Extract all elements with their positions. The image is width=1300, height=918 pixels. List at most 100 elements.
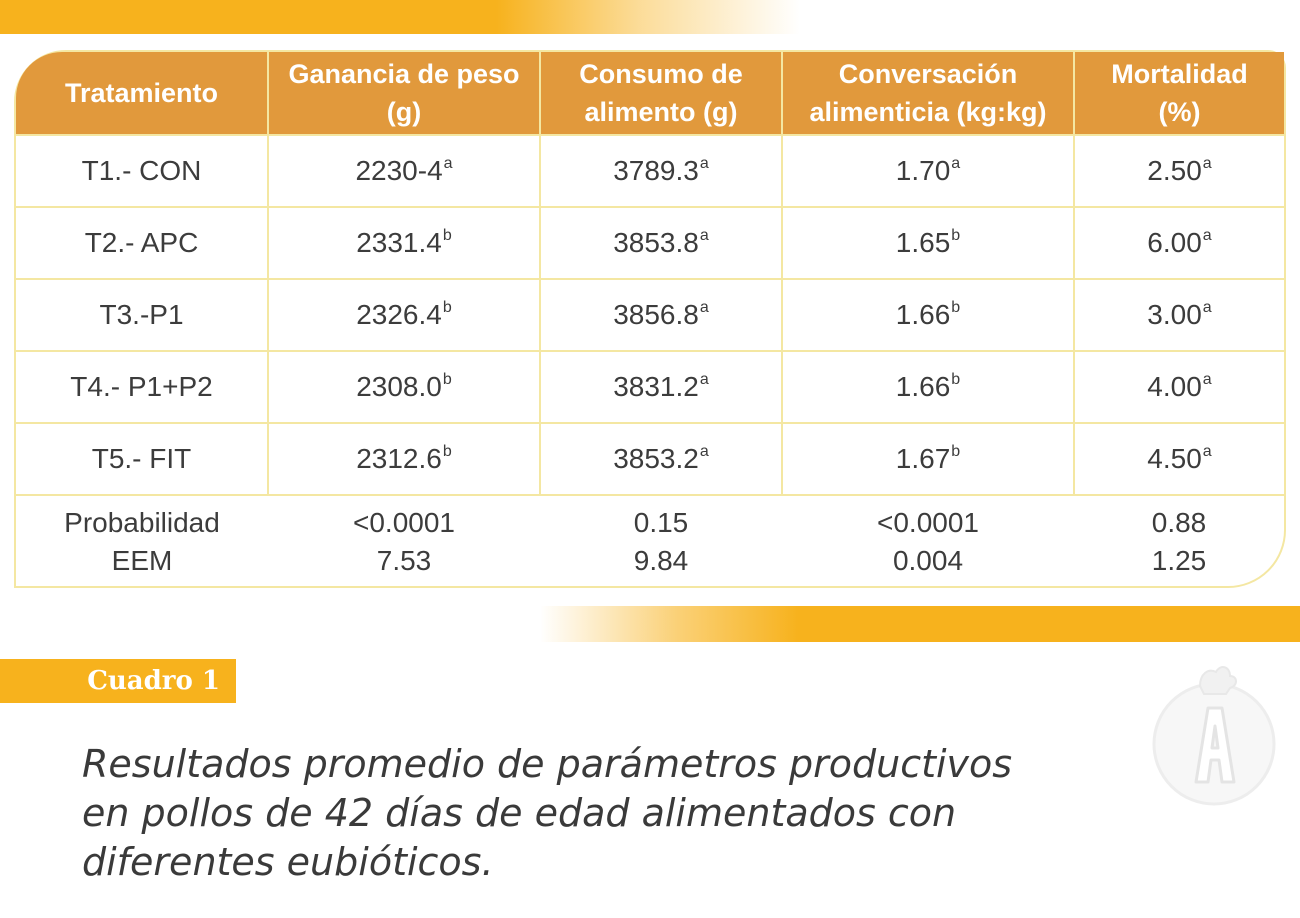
conversion-superscript: b [951, 299, 961, 316]
conversion-value: 1.65 [895, 227, 951, 258]
intake-value: 3853.2 [613, 443, 699, 474]
gain-superscript: b [442, 227, 452, 244]
table-row: T2.- APC 2331.4b 3853.8a 1.65b 6.00a [16, 207, 1284, 280]
mortality-cell: 4.50a [1074, 423, 1284, 496]
mortality-superscript: a [1202, 443, 1212, 460]
conversion-cell: 1.67b [782, 423, 1075, 496]
intake-cell: 3853.8a [540, 207, 783, 280]
mortality-superscript: a [1202, 227, 1212, 244]
conversion-value: 1.66 [895, 371, 951, 402]
header-weight-gain: Ganancia de peso (g) [268, 52, 541, 136]
conversion-superscript: b [951, 371, 961, 388]
mortality-probability: 0.88 [1151, 507, 1207, 538]
table-row: T3.-P1 2326.4b 3856.8a 1.66b 3.00a [16, 279, 1284, 352]
top-accent-stripe [0, 0, 800, 34]
header-mortality-line2: (%) [1158, 97, 1201, 127]
conversion-cell: 1.66b [782, 279, 1075, 352]
mortality-value: 6.00 [1147, 227, 1202, 258]
treatment-cell: T1.- CON [16, 135, 269, 208]
mortality-value: 4.50 [1147, 443, 1202, 474]
probability-label: Probabilidad [64, 507, 220, 538]
mortality-eem: 1.25 [1151, 545, 1207, 576]
conversion-eem: 0.004 [892, 545, 964, 576]
mortality-cell: 4.00a [1074, 351, 1284, 424]
header-feed-conversion-line2: alimenticia (kg:kg) [809, 97, 1047, 127]
intake-value: 3853.8 [613, 227, 699, 258]
intake-stats-cell: 0.15 9.84 [540, 495, 782, 588]
header-feed-intake: Consumo de alimento (g) [540, 52, 783, 136]
gain-cell: 2308.0b [268, 351, 541, 424]
intake-cell: 3853.2a [540, 423, 783, 496]
gain-superscript: b [442, 371, 452, 388]
conversion-value: 1.67 [895, 443, 951, 474]
mortality-value: 2.50 [1147, 155, 1202, 186]
treatment-cell: T4.- P1+P2 [16, 351, 269, 424]
header-feed-conversion-line1: Conversación [838, 59, 1018, 89]
intake-superscript: a [699, 299, 709, 316]
gain-value: 2230-4 [355, 155, 443, 186]
header-mortality: Mortalidad (%) [1074, 52, 1284, 136]
gain-cell: 2312.6b [268, 423, 541, 496]
intake-superscript: a [699, 443, 709, 460]
gain-superscript: b [442, 443, 452, 460]
intake-value: 3856.8 [613, 299, 699, 330]
mortality-cell: 3.00a [1074, 279, 1284, 352]
header-weight-gain-line1: Ganancia de peso [288, 59, 520, 89]
caption-line: Resultados promedio de parámetros produc… [82, 742, 1013, 786]
gain-value: 2312.6 [356, 443, 442, 474]
intake-cell: 3856.8a [540, 279, 783, 352]
conversion-cell: 1.65b [782, 207, 1075, 280]
cuadro-label: Cuadro 1 [0, 659, 236, 703]
intake-eem: 9.84 [633, 545, 689, 576]
conversion-superscript: b [951, 443, 961, 460]
conversion-value: 1.70 [895, 155, 951, 186]
header-feed-intake-line1: Consumo de [579, 59, 743, 89]
caption-line: en pollos de 42 días de edad alimentados… [82, 791, 957, 835]
conversion-cell: 1.70a [782, 135, 1075, 208]
gain-value: 2326.4 [356, 299, 442, 330]
caption-line: diferentes eubióticos. [82, 840, 494, 884]
gain-cell: 2331.4b [268, 207, 541, 280]
conversion-value: 1.66 [895, 299, 951, 330]
gain-superscript: b [442, 299, 452, 316]
header-mortality-line1: Mortalidad [1111, 59, 1248, 89]
rooster-logo-icon [1152, 666, 1276, 806]
conversion-cell: 1.66b [782, 351, 1075, 424]
conversion-superscript: b [951, 227, 961, 244]
mortality-superscript: a [1202, 371, 1212, 388]
mortality-superscript: a [1202, 155, 1212, 172]
treatment-cell: T2.- APC [16, 207, 269, 280]
mortality-cell: 6.00a [1074, 207, 1284, 280]
table-row: T1.- CON 2230-4a 3789.3a 1.70a 2.50a [16, 135, 1284, 208]
mortality-value: 3.00 [1147, 299, 1202, 330]
stats-row: Probabilidad EEM <0.0001 7.53 0.15 9.84 … [16, 495, 1284, 588]
gain-probability: <0.0001 [353, 507, 455, 538]
intake-cell: 3789.3a [540, 135, 783, 208]
intake-superscript: a [699, 155, 709, 172]
treatment-cell: T3.-P1 [16, 279, 269, 352]
header-feed-intake-line2: alimento (g) [584, 97, 738, 127]
conversion-superscript: a [951, 155, 961, 172]
table-row: T5.- FIT 2312.6b 3853.2a 1.67b 4.50a [16, 423, 1284, 496]
mortality-value: 4.00 [1147, 371, 1202, 402]
gain-cell: 2326.4b [268, 279, 541, 352]
header-treatment-line1: Tratamiento [64, 78, 219, 108]
table-row: T4.- P1+P2 2308.0b 3831.2a 1.66b 4.00a [16, 351, 1284, 424]
gain-stats-cell: <0.0001 7.53 [268, 495, 540, 588]
gain-value: 2331.4 [356, 227, 442, 258]
eem-label: EEM [111, 545, 173, 576]
header-treatment: Tratamiento [16, 52, 269, 136]
conversion-stats-cell: <0.0001 0.004 [782, 495, 1074, 588]
gain-cell: 2230-4a [268, 135, 541, 208]
intake-superscript: a [699, 371, 709, 388]
table-caption: Resultados promedio de parámetros produc… [82, 740, 1082, 887]
treatment-cell: T5.- FIT [16, 423, 269, 496]
header-feed-conversion: Conversación alimenticia (kg:kg) [782, 52, 1075, 136]
intake-value: 3789.3 [613, 155, 699, 186]
intake-cell: 3831.2a [540, 351, 783, 424]
intake-superscript: a [699, 227, 709, 244]
header-weight-gain-line2: (g) [386, 97, 422, 127]
mortality-stats-cell: 0.88 1.25 [1074, 495, 1284, 588]
gain-eem: 7.53 [376, 545, 432, 576]
mortality-superscript: a [1202, 299, 1212, 316]
